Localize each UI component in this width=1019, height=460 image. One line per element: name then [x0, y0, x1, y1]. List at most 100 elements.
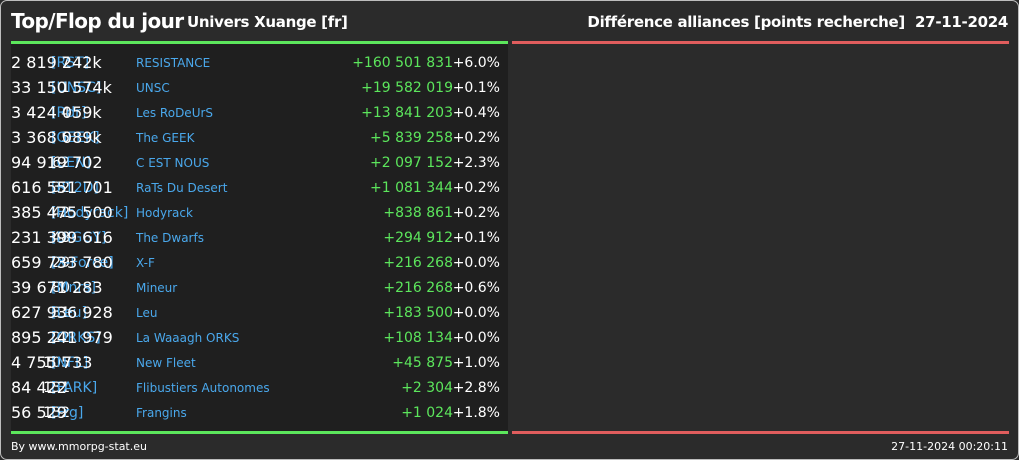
alliance-rank: 7 — [61, 55, 70, 71]
percent-change: +1.0% — [452, 355, 500, 371]
alliance-name-link[interactable]: Leu — [136, 306, 158, 320]
alliance-points: 2 819 242k — [11, 53, 102, 72]
alliance-rank: 80 — [52, 280, 70, 296]
alliance-points: 39 671 283 — [11, 278, 103, 297]
alliance-tag-link[interactable]: [X-Force] — [51, 255, 114, 271]
footer-credit[interactable]: By www.mmorpg-stat.eu — [11, 440, 147, 453]
table-row: 1 [UNSC] UNSC 33 150 574k +19 582 019 +0.1% — [11, 78, 508, 103]
alliance-name-link[interactable]: X-F — [136, 256, 155, 270]
points-difference: +216 268 — [383, 255, 453, 271]
percent-change: +0.1% — [452, 80, 500, 96]
alliance-tag-link[interactable]: [CEN] — [51, 155, 92, 171]
top-rows-list: 7 [RST] RESISTANCE 2 819 242k +160 501 831 +6… — [11, 53, 508, 428]
table-row: 7 [RST] RESISTANCE 2 819 242k +160 501 831 +6… — [11, 53, 508, 78]
percent-change: +0.0% — [452, 255, 500, 271]
alliance-points: 94 919 702 — [11, 153, 103, 172]
alliance-tag-link[interactable]: [Frg] — [51, 405, 84, 421]
alliance-name-link[interactable]: Les RoDeUrS — [136, 106, 214, 120]
page-title: Top/Flop du jour — [11, 9, 184, 33]
alliance-name-link[interactable]: La Waaagh ORKS — [136, 331, 240, 345]
alliance-rank: 42 — [52, 205, 70, 221]
alliance-name-link[interactable]: The GEEK — [136, 131, 195, 145]
alliance-points: 616 551 701 — [11, 178, 113, 197]
percent-change: +0.1% — [452, 230, 500, 246]
alliance-name-link[interactable]: UNSC — [136, 81, 170, 95]
alliance-rank: 31 — [52, 305, 70, 321]
points-difference: +45 875 — [392, 355, 453, 371]
percent-change: +0.0% — [452, 305, 500, 321]
alliance-points: 3 424 059k — [11, 103, 102, 122]
table-row: 32 [RT2D] RaTs Du Desert 616 551 701 +1 081 … — [11, 178, 508, 203]
alliance-rank: 22 — [52, 330, 70, 346]
points-difference: +183 500 — [383, 305, 453, 321]
table-row: 29 [X-Force] X-F 659 733 780 +216 268 +0.0% — [11, 253, 508, 278]
table-row: 4 [Rdr] Les RoDeUrS 3 424 059k +13 841 203 +0… — [11, 103, 508, 128]
table-row: 132 [Frg] Frangins 56 529 +1 024 +1.8% — [11, 403, 508, 428]
percent-change: +0.4% — [452, 105, 500, 121]
table-row: 31 [Leu] Leu 627 936 928 +183 500 +0.0% — [11, 303, 508, 328]
alliance-tag-link[interactable]: [Rdr] — [51, 105, 87, 121]
table-row: 42 [Hodyrack] Hodyrack 385 475 500 +838 861 +… — [11, 203, 508, 228]
alliance-points: 4 755 733 — [11, 353, 93, 372]
alliance-tag-link[interactable]: [RST] — [51, 55, 90, 71]
points-difference: +108 134 — [383, 330, 453, 346]
alliance-name-link[interactable]: Frangins — [136, 406, 187, 420]
table-row: 62 [CEN] C EST NOUS 94 919 702 +2 097 152 +2.… — [11, 153, 508, 178]
alliance-tag-link[interactable]: [Leu] — [51, 305, 87, 321]
alliance-name-link[interactable]: The Dwarfs — [136, 231, 204, 245]
alliance-points: 56 529 — [11, 403, 67, 422]
table-row: 5 [GEEK] The GEEK 3 368 089k +5 839 258 +0.2% — [11, 128, 508, 153]
alliance-points: 627 936 928 — [11, 303, 113, 322]
alliance-rank: 1 — [61, 80, 70, 96]
percent-change: +6.0% — [452, 55, 500, 71]
alliance-name-link[interactable]: Flibustiers Autonomes — [136, 381, 270, 395]
points-difference: +2 097 152 — [370, 155, 453, 171]
table-row: 22 [ORKS] La Waaagh ORKS 895 241 979 +108 13… — [11, 328, 508, 353]
alliance-name-link[interactable]: RaTs Du Desert — [136, 181, 228, 195]
top-panel: 7 [RST] RESISTANCE 2 819 242k +160 501 831 +6… — [11, 41, 508, 434]
points-difference: +838 861 — [383, 205, 453, 221]
alliance-rank: 32 — [52, 180, 70, 196]
alliance-tag-link[interactable]: [Hodyrack] — [51, 205, 129, 221]
points-difference: +19 582 019 — [361, 80, 453, 96]
alliance-rank: 4 — [61, 105, 70, 121]
alliance-tag-link[interactable]: [NFL] — [51, 355, 89, 371]
points-difference: +2 304 — [401, 380, 453, 396]
alliance-name-link[interactable]: RESISTANCE — [136, 56, 211, 70]
alliance-tag-link[interactable]: [UNSC] — [51, 80, 102, 96]
alliance-rank: 131 — [43, 380, 70, 396]
points-difference: +1 081 344 — [370, 180, 453, 196]
header-date: 27-11-2024 — [915, 13, 1008, 31]
alliance-name-link[interactable]: New Fleet — [136, 356, 196, 370]
percent-change: +0.0% — [452, 330, 500, 346]
percent-change: +1.8% — [452, 405, 500, 421]
points-difference: +5 839 258 — [370, 130, 453, 146]
alliance-name-link[interactable]: C EST NOUS — [136, 156, 210, 170]
alliance-tag-link[interactable]: [ORKS] — [51, 330, 101, 346]
alliance-tag-link[interactable]: [RT2D] — [51, 180, 99, 196]
percent-change: +2.8% — [452, 380, 500, 396]
alliance-points: 33 150 574k — [11, 78, 112, 97]
percent-change: +2.3% — [452, 155, 500, 171]
percent-change: +0.2% — [452, 180, 500, 196]
alliance-rank: 62 — [52, 155, 70, 171]
alliance-tag-link[interactable]: [FARK] — [51, 380, 98, 396]
flop-panel — [512, 41, 1009, 434]
alliance-rank: 5 — [61, 130, 70, 146]
percent-change: +0.2% — [452, 205, 500, 221]
alliance-tag-link[interactable]: [GEEK] — [51, 130, 100, 146]
table-row: 105 [NFL] New Fleet 4 755 733 +45 875 +1.0% — [11, 353, 508, 378]
footer-timestamp: 27-11-2024 00:20:11 — [891, 440, 1008, 453]
alliance-name-link[interactable]: Mineur — [136, 281, 178, 295]
alliance-points: 659 733 780 — [11, 253, 113, 272]
points-difference: +1 024 — [401, 405, 453, 421]
alliance-rank: 132 — [43, 405, 70, 421]
points-difference: +13 841 203 — [361, 105, 453, 121]
universe-label: Univers Xuange [fr] — [187, 13, 348, 31]
alliance-points: 231 399 616 — [11, 228, 113, 247]
alliance-tag-link[interactable]: [Mnrs] — [51, 280, 96, 296]
table-row: 131 [FARK] Flibustiers Autonomes 84 422 +2 3… — [11, 378, 508, 403]
alliance-name-link[interactable]: Hodyrack — [136, 206, 193, 220]
alliance-tag-link[interactable]: [DIGGY] — [51, 230, 107, 246]
